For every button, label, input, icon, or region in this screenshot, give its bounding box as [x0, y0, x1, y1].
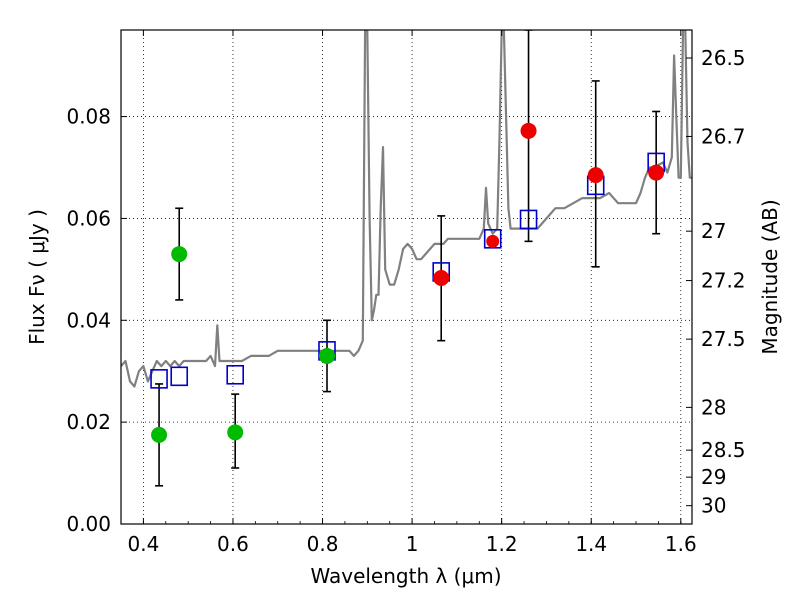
magnitude-tick-label: 26.5 [701, 46, 746, 70]
detection-marker [151, 426, 168, 443]
y-tick-label: 0.06 [66, 206, 111, 230]
spectrum-line [121, 30, 692, 388]
magnitude-tick-label: 27.2 [701, 269, 746, 293]
plot-frame [120, 29, 693, 525]
y-tick-label: 0.02 [66, 410, 111, 434]
magnitude-tick-label: 26.7 [701, 124, 746, 148]
magnitude-tick-label: 30 [701, 494, 726, 518]
errorbar-layer [155, 30, 661, 487]
tick-labels: 0.4 0.6 0.8 1 1.2 1.4 1.6 0.00 0.02 0.04 0.06 0.08 2… [66, 46, 745, 556]
right-axis-label: Magnitude (AB) [758, 199, 782, 354]
square-layer [150, 152, 665, 389]
spectrum-layer [121, 30, 692, 388]
detection-marker [171, 246, 188, 263]
magnitude-tick-label: 27 [701, 219, 726, 243]
magnitude-tick-label: 29 [701, 465, 726, 489]
y-tick-label: 0.00 [66, 512, 111, 536]
detection-marker [520, 122, 537, 139]
model-square-marker [170, 366, 189, 387]
detection-marker [227, 424, 244, 441]
detection-marker [587, 167, 604, 184]
x-tick-label: 1.4 [575, 532, 607, 556]
ticks [120, 30, 692, 525]
circle-layer [151, 122, 665, 443]
y-axis-label: Flux Fν ( μJy ) [25, 209, 49, 345]
magnitude-tick-label: 28.5 [701, 438, 746, 462]
x-tick-label: 1.6 [665, 532, 697, 556]
y-tick-label: 0.08 [66, 105, 111, 129]
grid [121, 30, 692, 525]
model-square-marker [150, 369, 168, 389]
x-tick-label: 0.4 [127, 532, 159, 556]
plot-area [121, 30, 692, 487]
x-tick-label: 0.8 [307, 532, 339, 556]
detection-marker [433, 270, 450, 287]
x-tick-label: 0.6 [217, 532, 249, 556]
model-square-marker [226, 364, 244, 385]
magnitude-tick-label: 27.5 [701, 327, 746, 351]
y-tick-label: 0.04 [66, 308, 111, 332]
magnitude-tick-label: 28 [701, 395, 726, 419]
model-square-marker [519, 209, 538, 230]
detection-marker [486, 234, 500, 248]
detection-marker [319, 347, 336, 364]
x-axis-label: Wavelength λ (μm) [310, 564, 501, 588]
detection-marker [648, 164, 665, 181]
x-tick-label: 1 [406, 532, 419, 556]
x-tick-label: 1.2 [486, 532, 518, 556]
